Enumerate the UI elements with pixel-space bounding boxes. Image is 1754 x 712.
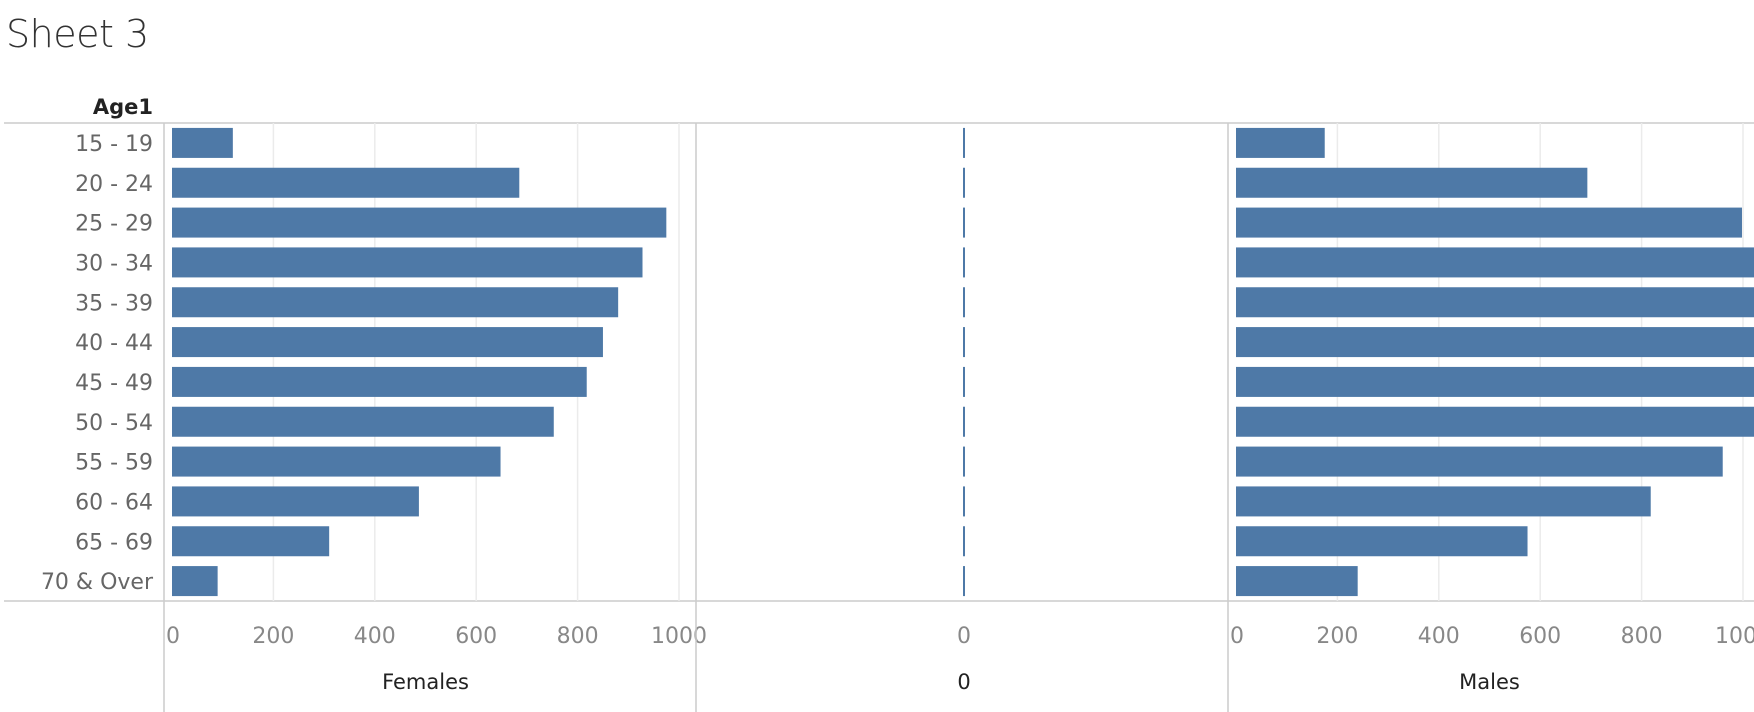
bar-0 xyxy=(963,446,965,477)
bar-males xyxy=(1236,167,1588,198)
bar-0 xyxy=(963,167,965,198)
category-label: 45 - 49 xyxy=(75,371,153,396)
bar-females xyxy=(172,247,643,278)
x-tick-label: 600 xyxy=(455,624,497,649)
bar-females xyxy=(172,526,330,557)
bar-males xyxy=(1236,247,1754,278)
bar-females xyxy=(172,207,667,238)
x-axis-title: Males xyxy=(1459,670,1520,694)
bar-females xyxy=(172,167,520,198)
sheet-title: Sheet 3 xyxy=(6,12,149,56)
bar-males xyxy=(1236,566,1358,597)
bar-0 xyxy=(963,247,965,278)
category-label: 20 - 24 xyxy=(75,172,153,197)
category-label: 15 - 19 xyxy=(75,132,153,157)
x-tick-label: 1000 xyxy=(651,624,707,649)
category-label: 25 - 29 xyxy=(75,212,153,237)
x-tick-label: 400 xyxy=(1418,624,1460,649)
bar-males xyxy=(1236,486,1651,517)
bar-females xyxy=(172,406,554,437)
category-label: 55 - 59 xyxy=(75,451,153,476)
bar-0 xyxy=(963,287,965,318)
x-axis-title: 0 xyxy=(957,670,970,694)
bar-females xyxy=(172,446,501,477)
x-tick-label: 1000 xyxy=(1715,624,1754,649)
x-tick-label: 400 xyxy=(354,624,396,649)
bar-females xyxy=(172,486,419,517)
x-tick-label: 0 xyxy=(957,624,971,649)
x-axis-title: Females xyxy=(382,670,469,694)
x-tick-label: 200 xyxy=(1316,624,1358,649)
bar-males xyxy=(1236,127,1325,158)
category-label: 65 - 69 xyxy=(75,530,153,555)
x-tick-label: 0 xyxy=(1230,624,1244,649)
category-label: 50 - 54 xyxy=(75,411,153,436)
bar-females xyxy=(172,127,233,158)
row-header-label: Age1 xyxy=(93,95,153,119)
bar-males xyxy=(1236,446,1723,477)
bar-0 xyxy=(963,127,965,158)
bar-males xyxy=(1236,526,1528,557)
x-tick-label: 200 xyxy=(252,624,294,649)
bar-0 xyxy=(963,526,965,557)
category-label: 30 - 34 xyxy=(75,251,153,276)
bar-females xyxy=(172,287,619,318)
bar-females xyxy=(172,566,218,597)
x-tick-label: 800 xyxy=(557,624,599,649)
bar-0 xyxy=(963,366,965,397)
bar-0 xyxy=(963,406,965,437)
bar-females xyxy=(172,327,603,358)
x-tick-label: 0 xyxy=(166,624,180,649)
bar-males xyxy=(1236,287,1754,318)
x-tick-label: 800 xyxy=(1621,624,1663,649)
bar-males xyxy=(1236,406,1754,437)
bar-0 xyxy=(963,486,965,517)
x-tick-label: 600 xyxy=(1519,624,1561,649)
bar-males xyxy=(1236,207,1742,238)
category-label: 35 - 39 xyxy=(75,291,153,316)
bar-0 xyxy=(963,327,965,358)
category-label: 70 & Over xyxy=(41,570,154,595)
bar-0 xyxy=(963,207,965,238)
bar-0 xyxy=(963,566,965,597)
category-label: 60 - 64 xyxy=(75,490,153,515)
bar-males xyxy=(1236,366,1754,397)
category-label: 40 - 44 xyxy=(75,331,153,356)
bar-males xyxy=(1236,327,1754,358)
bar-females xyxy=(172,366,587,397)
